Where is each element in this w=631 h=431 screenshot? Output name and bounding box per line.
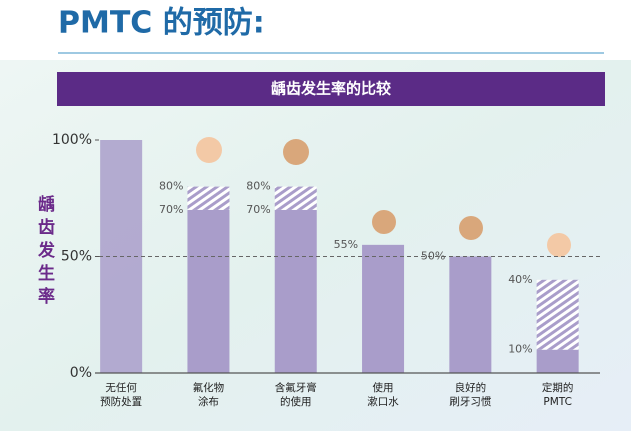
x-tick-label: 氟化物 [193,381,225,394]
value-label: 55% [334,238,358,251]
x-tick-label: 预防处置 [100,395,142,408]
y-tick-label: 100% [52,132,92,148]
x-tick-label: 良好的 [455,381,487,394]
kid-head [372,210,396,234]
x-tick-label: 刷牙习惯 [449,395,491,408]
page-title: PMTC 的预防: [58,6,265,41]
y-tick-label: 50% [61,249,92,265]
value-label: 70% [246,203,270,216]
x-tick-label: 涂布 [198,395,219,408]
y-tick-label: 0% [70,365,92,381]
range-bar [536,279,579,350]
value-label: 80% [246,180,270,193]
x-tick-label: 无任何 [105,381,137,394]
kid-head [283,139,309,165]
kid-head [459,216,483,240]
bar [187,209,230,373]
value-label: 50% [421,250,445,263]
bar [362,244,405,373]
x-tick-label: PMTC [543,396,572,408]
kids [100,137,579,373]
x-tick-label: 的使用 [280,395,312,408]
range-bar [187,186,230,210]
value-label: 10% [508,343,532,356]
bar [449,256,492,373]
value-label: 80% [159,180,183,193]
x-tick-label: 定期的 [542,381,574,394]
range-bar [274,186,317,210]
bar [536,349,579,373]
kid-head [196,137,222,163]
bar [274,209,317,373]
y-axis-label: 龋齿发生率 [34,194,56,310]
value-label: 70% [159,203,183,216]
banner [57,72,605,106]
x-tick-label: 含氟牙膏 [275,381,317,394]
x-tick-label: 使用 [373,381,394,394]
chart-title: 龋齿发生率的比较 [271,80,391,98]
x-tick-label: 漱口水 [367,396,399,408]
value-label: 40% [508,273,532,286]
kid-head [547,233,571,257]
